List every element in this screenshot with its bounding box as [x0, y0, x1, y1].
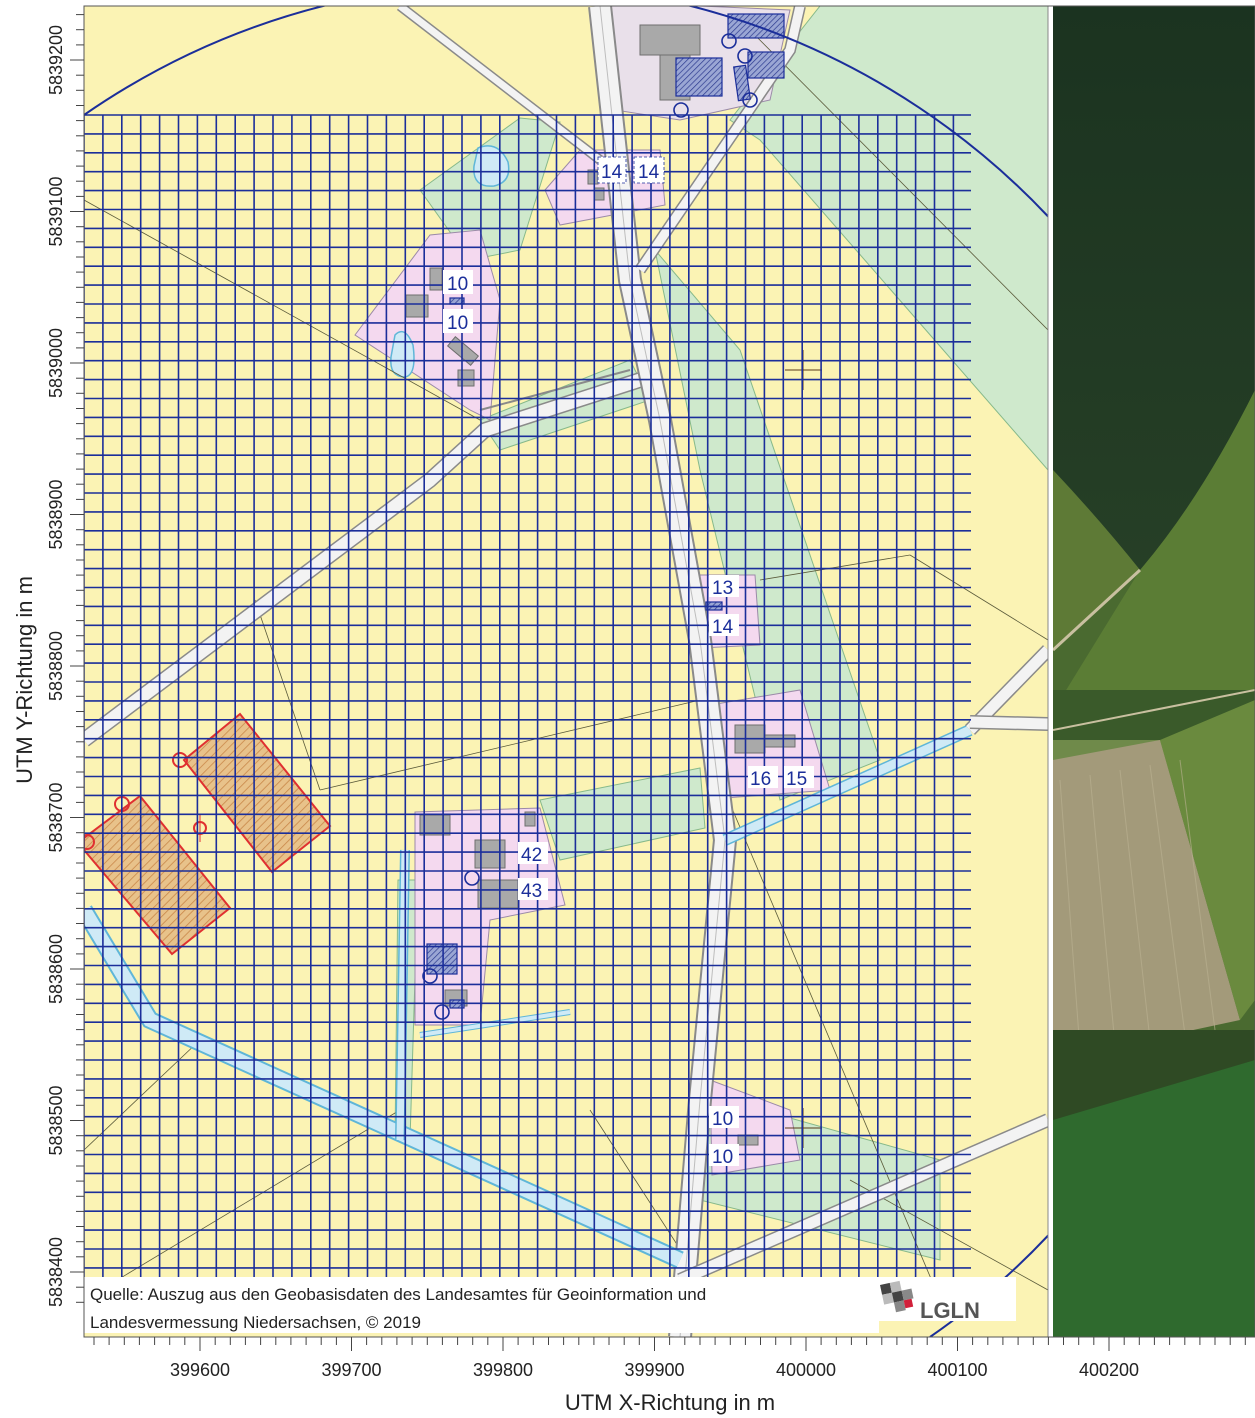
emission-sources: [422, 33, 758, 1020]
x-axis-tick-label: 400000: [776, 1360, 836, 1380]
parcel-label: 10: [712, 1147, 733, 1168]
base-map: 14 14 10 10 13 14 16 15 42 43 10 10: [84, 6, 1048, 1337]
y-axis-title: UTM Y-Richtung in m: [12, 576, 37, 784]
parcel-label: 14: [601, 162, 623, 183]
parcel-label: 13: [712, 578, 733, 599]
source-note-line2: Landesvermessung Niedersachsen, © 2019: [90, 1313, 421, 1332]
parcel-label: 14: [638, 162, 660, 183]
parcel-label: 43: [521, 881, 542, 902]
x-axis-tick-label: 400100: [927, 1360, 987, 1380]
pond: [390, 330, 415, 378]
y-axis-tick-label: 5838400: [46, 1237, 66, 1307]
y-axis-tick-label: 5839000: [46, 328, 66, 398]
source-note-background: [84, 1277, 879, 1333]
x-axis-tick-label: 399700: [321, 1360, 381, 1380]
parcel-label-group: 14 14 10 10 13 14 16 15 42 43 10 10: [443, 156, 814, 1168]
y-axis: 5839200 5839100 5839000 5838900 5838800 58387…: [46, 14, 84, 1307]
parcel-label: 42: [521, 845, 542, 866]
parcel-label: 16: [750, 769, 771, 790]
x-axis-title: UTM X-Richtung in m: [565, 1390, 775, 1415]
y-axis-tick-label: 5839200: [46, 25, 66, 95]
y-axis-tick-label: 5838500: [46, 1085, 66, 1155]
x-axis-tick-label: 399900: [624, 1360, 684, 1380]
parcel-label: 14: [712, 617, 734, 638]
lgln-logo-icon: [880, 1280, 914, 1313]
y-axis-tick-label: 5839100: [46, 176, 66, 246]
parcel-label: 15: [786, 769, 807, 790]
source-note-line1: Quelle: Auszug aus den Geobasisdaten des…: [90, 1285, 706, 1304]
y-axis-tick-label: 5838600: [46, 934, 66, 1004]
y-axis-tick-label: 5838800: [46, 631, 66, 701]
x-axis-tick-label: 400200: [1079, 1360, 1139, 1380]
lgln-logo: LGLN: [880, 1280, 980, 1323]
aerial-photo: [1053, 6, 1255, 1337]
x-axis-tick-label: 399800: [473, 1360, 533, 1380]
parcel-label: 10: [447, 313, 468, 334]
x-axis-tick-label: 399600: [170, 1360, 230, 1380]
y-axis-tick-label: 5838900: [46, 479, 66, 549]
y-axis-tick-label: 5838700: [46, 782, 66, 852]
x-axis: 399600 399700 399800 399900 400000 400100 4002…: [93, 1337, 1246, 1380]
lgln-logo-text: LGLN: [920, 1298, 980, 1323]
parcel-label: 10: [447, 274, 468, 295]
assessment-grid: [84, 114, 971, 1300]
parcel-label: 10: [712, 1109, 733, 1130]
project-area: [84, 794, 232, 956]
